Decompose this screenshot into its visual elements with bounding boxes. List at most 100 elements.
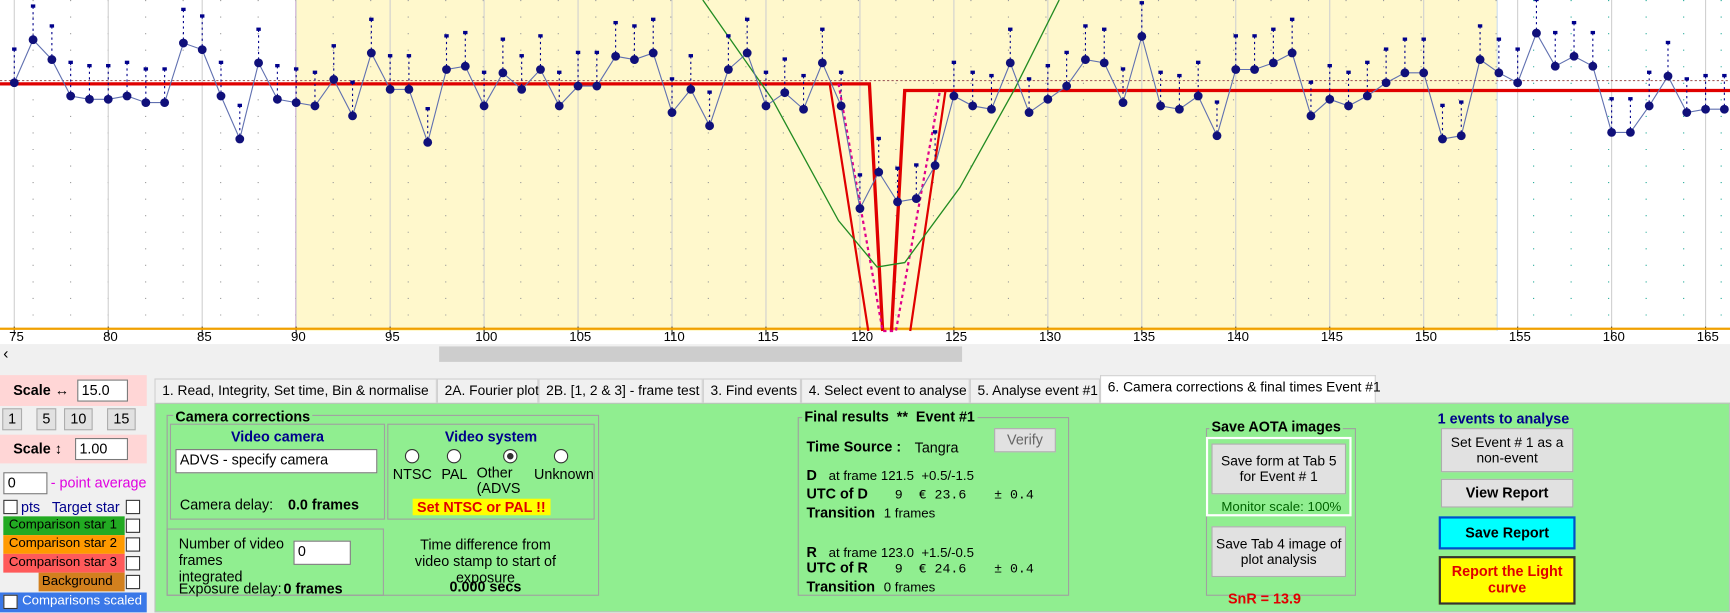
data-point	[103, 94, 113, 104]
x-tick-label: 145	[1321, 329, 1343, 344]
data-point	[780, 88, 790, 98]
label: Exposure delay:	[178, 580, 282, 597]
video-camera-group: Video camera ADVS - specify camera Camer…	[169, 423, 386, 520]
label: Time Source :	[806, 438, 902, 455]
x-tick-label: 120	[851, 329, 873, 344]
tab[interactable]: 6. Camera corrections & final times Even…	[1100, 375, 1381, 403]
label: Transition	[806, 504, 876, 521]
snr: SnR = 13.9	[1227, 590, 1301, 607]
data-point	[592, 81, 602, 91]
average-select[interactable]: 0	[3, 472, 48, 495]
tab[interactable]: 5. Analyse event #1	[969, 378, 1101, 403]
data-point	[968, 101, 978, 111]
error-cap	[143, 67, 149, 71]
error-cap	[1365, 60, 1370, 64]
data-point	[1381, 78, 1391, 88]
highlight-frame	[1205, 436, 1352, 517]
data-point	[1400, 68, 1410, 78]
checkbox[interactable]	[125, 499, 141, 515]
view-report-button[interactable]: View Report	[1440, 478, 1574, 508]
error-cap	[557, 70, 562, 74]
save-tab4-button[interactable]: Save Tab 4 image of plot analysis	[1211, 526, 1347, 578]
checkbox[interactable]	[3, 499, 18, 515]
tab[interactable]: 2B. [1, 2 & 3] - frame test	[538, 378, 703, 403]
chi-curve	[702, 0, 1060, 268]
error-cap	[124, 60, 130, 64]
data-point	[1682, 108, 1692, 117]
scroll-left[interactable]: ‹	[3, 344, 9, 362]
zoom-button[interactable]: 5	[36, 408, 57, 431]
tab[interactable]: 3. Find events	[702, 378, 802, 403]
checkbox[interactable]	[125, 574, 141, 590]
data-point	[893, 197, 902, 207]
radio[interactable]	[503, 449, 518, 464]
error-cap	[895, 166, 900, 170]
tab[interactable]: 4. Select event to analyse	[801, 378, 970, 403]
frames-select[interactable]: 0	[293, 540, 351, 565]
error-cap	[914, 163, 919, 167]
scale-v-row: Scale ↕ 1.00	[0, 434, 147, 464]
data-point	[141, 98, 151, 108]
data-point	[1607, 127, 1617, 137]
error-cap	[1308, 80, 1314, 84]
label: Camera delay:	[179, 496, 274, 514]
data-point	[366, 48, 376, 58]
error-cap	[425, 107, 430, 111]
label: Time difference from video stamp to star…	[414, 536, 557, 586]
error-cap	[707, 90, 712, 94]
error-cap	[199, 14, 205, 18]
scroll-thumb[interactable]	[439, 346, 963, 362]
tab[interactable]: 2A. Fourier plot	[436, 378, 539, 403]
error-cap	[387, 54, 393, 58]
data-point	[817, 58, 827, 68]
data-point	[1719, 104, 1729, 114]
data-point	[911, 194, 921, 204]
spin-box[interactable]: 1.00	[75, 438, 128, 461]
spin-box[interactable]: 15.0	[77, 379, 128, 402]
data-point	[648, 48, 658, 58]
zoom-button[interactable]: 10	[63, 408, 93, 431]
data-point	[1513, 78, 1523, 88]
zoom-button[interactable]: 1	[2, 408, 23, 431]
error-cap	[782, 57, 787, 61]
legend-row: Comparison star 3	[3, 553, 125, 573]
radio[interactable]	[446, 449, 462, 464]
radio[interactable]	[553, 449, 569, 464]
data-point	[1024, 108, 1034, 117]
set-non-event-button[interactable]: Set Event # 1 as a non-event	[1440, 428, 1574, 473]
zoom-button[interactable]: 15	[107, 408, 136, 431]
verify-button[interactable]: Verify	[994, 428, 1056, 453]
save-form-button[interactable]: Save form at Tab 5 for Event # 1	[1211, 443, 1347, 495]
legend-row: Comparisons scaled	[0, 592, 147, 613]
error-cap	[876, 136, 881, 141]
x-tick-label: 100	[475, 329, 497, 344]
error-cap	[669, 77, 675, 81]
tab[interactable]: 1. Read, Integrity, Set time, Bin & norm…	[154, 378, 437, 403]
label: Scale ↔	[13, 381, 70, 399]
data-point	[1625, 127, 1635, 137]
error-cap	[1346, 70, 1351, 74]
x-tick-label: 75	[9, 329, 24, 344]
error-cap	[1008, 27, 1013, 31]
label: Transition	[806, 578, 876, 595]
scrollbar[interactable]: ‹	[0, 344, 1730, 365]
error-cap	[1534, 0, 1539, 2]
camera-select[interactable]: ADVS - specify camera	[175, 449, 378, 474]
label: Other (ADVS	[476, 465, 521, 497]
error-cap	[1195, 60, 1201, 64]
checkbox[interactable]	[3, 594, 18, 610]
data-point	[1325, 94, 1335, 104]
data-point	[1174, 104, 1184, 114]
checkbox[interactable]	[125, 537, 141, 552]
data-point	[122, 91, 132, 101]
data-point	[630, 55, 639, 64]
data-point	[1137, 31, 1147, 41]
report-light-curve-button[interactable]: Report the Light curve	[1438, 556, 1576, 605]
warning: Set NTSC or PAL !!	[412, 498, 551, 516]
checkbox[interactable]	[125, 556, 141, 571]
save-report-button[interactable]: Save Report	[1438, 516, 1576, 550]
checkbox[interactable]	[125, 518, 141, 533]
x-tick-label: 85	[197, 329, 212, 344]
label: Number of video frames integrated	[178, 535, 284, 585]
radio[interactable]	[404, 449, 420, 464]
